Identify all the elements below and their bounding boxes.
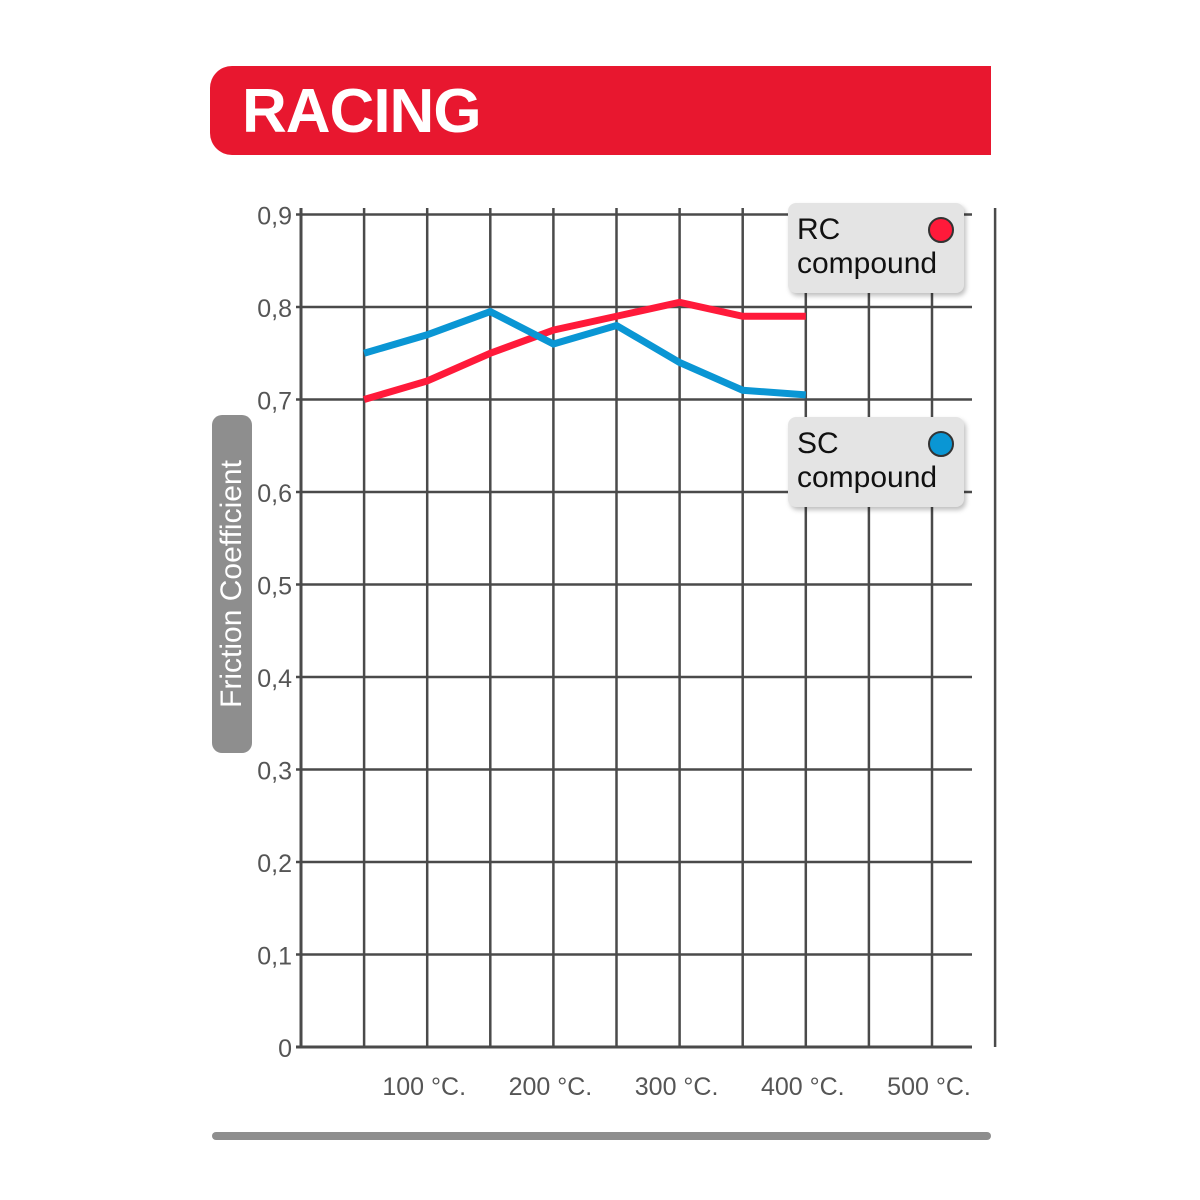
chart-title: RACING xyxy=(242,77,482,146)
legend-rc-line1: RC xyxy=(797,213,841,246)
x-tick-label: 200 °C. xyxy=(509,1073,593,1101)
legend-sc-line1: SC xyxy=(797,427,839,460)
title-banner: RACING xyxy=(210,66,991,155)
y-tick-label: 0,4 xyxy=(257,665,292,693)
legend-sc: SC compound xyxy=(788,417,964,507)
series-line-sc xyxy=(363,307,807,399)
y-tick-label: 0,2 xyxy=(257,850,292,878)
y-tick-label: 0 xyxy=(278,1035,292,1063)
legend-rc-line2: compound xyxy=(797,247,938,280)
y-tick-label: 0,1 xyxy=(257,943,292,971)
y-tick-label: 0,7 xyxy=(257,388,292,416)
legend-sc-line2: compound xyxy=(797,461,938,494)
x-tick-label: 400 °C. xyxy=(761,1073,845,1101)
y-axis-label: Friction Coefficient xyxy=(215,460,248,708)
legend-rc: RC compound xyxy=(788,203,964,293)
y-tick-label: 0,6 xyxy=(257,480,292,508)
y-axis-label-pill: Friction Coefficient xyxy=(212,415,252,753)
y-tick-label: 0,9 xyxy=(257,203,292,231)
series-line-rc xyxy=(363,298,806,403)
y-tick-label: 0,3 xyxy=(257,758,292,786)
x-tick-label: 300 °C. xyxy=(635,1073,719,1101)
y-tick-label: 0,5 xyxy=(257,573,292,601)
red-dot-icon xyxy=(928,217,954,243)
blue-dot-icon xyxy=(928,431,954,457)
bottom-divider xyxy=(212,1132,991,1140)
x-tick-label: 100 °C. xyxy=(382,1073,466,1101)
x-tick-label: 500 °C. xyxy=(887,1073,971,1101)
y-tick-label: 0,8 xyxy=(257,295,292,323)
